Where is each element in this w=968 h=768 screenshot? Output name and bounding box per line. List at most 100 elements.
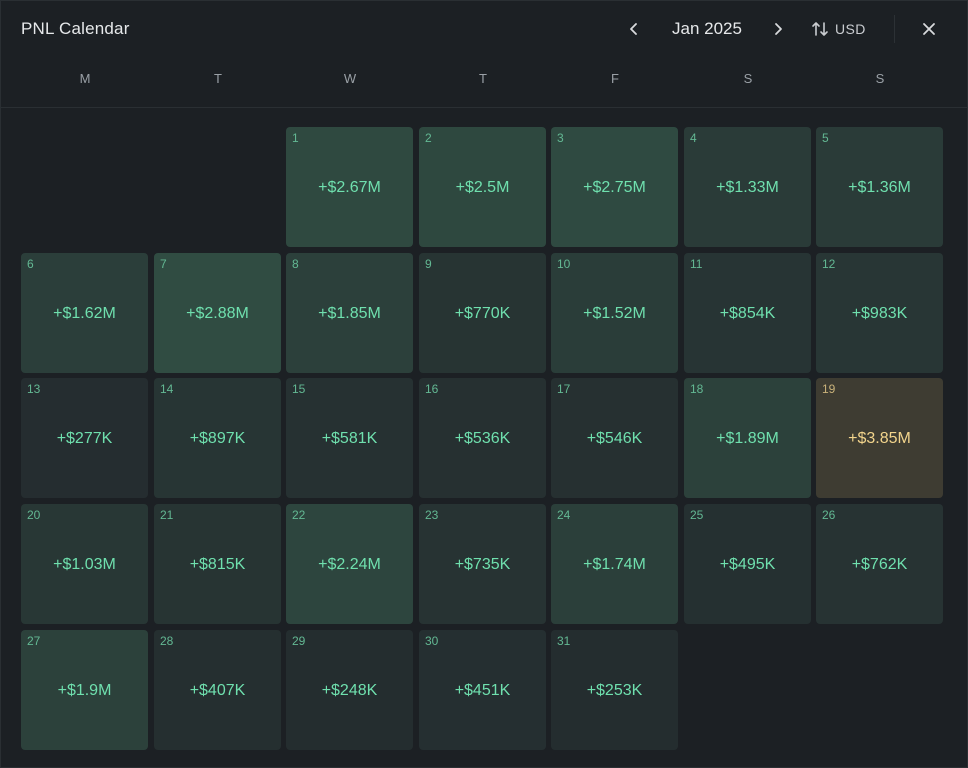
day-number: 2	[425, 131, 432, 145]
day-number: 27	[27, 634, 41, 648]
day-number: 28	[160, 634, 174, 648]
day-pnl-value: +$1.74M	[583, 556, 646, 573]
calendar-day-cell[interactable]: 12 +$983K	[816, 253, 943, 373]
day-pnl-value: +$770K	[454, 305, 511, 322]
calendar-day-cell[interactable]: 15 +$581K	[286, 378, 413, 498]
day-pnl-value: +$536K	[454, 430, 511, 447]
close-button[interactable]	[917, 17, 941, 41]
calendar-day-cell[interactable]: 29 +$248K	[286, 630, 413, 750]
calendar-day-cell[interactable]: 20 +$1.03M	[21, 504, 148, 624]
day-pnl-value: +$248K	[321, 682, 378, 699]
day-number: 11	[690, 257, 703, 271]
day-pnl-value: +$3.85M	[848, 430, 911, 447]
day-pnl-value: +$2.24M	[318, 556, 381, 573]
calendar-day-cell[interactable]: 18 +$1.89M	[684, 378, 811, 498]
calendar-day-cell[interactable]: 9 +$770K	[419, 253, 546, 373]
calendar-day-cell[interactable]: 30 +$451K	[419, 630, 546, 750]
day-number: 9	[425, 257, 432, 271]
calendar-day-cell[interactable]: 31 +$253K	[551, 630, 678, 750]
calendar-day-cell[interactable]: 27 +$1.9M	[21, 630, 148, 750]
calendar-day-cell[interactable]: 13 +$277K	[21, 378, 148, 498]
prev-month-button[interactable]	[623, 17, 645, 41]
calendar-day-cell[interactable]: 3 +$2.75M	[551, 127, 678, 247]
calendar-day-cell[interactable]: 11 +$854K	[684, 253, 811, 373]
day-number: 3	[557, 131, 564, 145]
calendar-day-cell[interactable]: 24 +$1.74M	[551, 504, 678, 624]
weekday-label: W	[343, 71, 357, 86]
chevron-left-icon	[630, 23, 637, 35]
day-number: 5	[822, 131, 829, 145]
day-pnl-value: +$762K	[851, 556, 908, 573]
weekday-label: T	[214, 71, 222, 86]
day-pnl-value: +$277K	[56, 430, 113, 447]
day-number: 19	[822, 382, 836, 396]
calendar-day-cell[interactable]: 26 +$762K	[816, 504, 943, 624]
calendar-day-cell[interactable]: 7 +$2.88M	[154, 253, 281, 373]
day-pnl-value: +$1.89M	[716, 430, 779, 447]
calendar-header: PNL Calendar Jan 2025 USD	[1, 1, 967, 57]
day-number: 17	[557, 382, 571, 396]
calendar-day-cell[interactable]: 1 +$2.67M	[286, 127, 413, 247]
current-month-label: Jan 2025	[672, 19, 742, 38]
day-number: 14	[160, 382, 174, 396]
calendar-day-cell[interactable]: 28 +$407K	[154, 630, 281, 750]
day-number: 7	[160, 257, 167, 271]
currency-label: USD	[835, 21, 866, 37]
swap-vertical-icon	[812, 22, 828, 36]
day-number: 21	[160, 508, 174, 522]
calendar-day-cell[interactable]: 17 +$546K	[551, 378, 678, 498]
calendar-day-cell[interactable]: 4 +$1.33M	[684, 127, 811, 247]
day-pnl-value: +$815K	[189, 556, 246, 573]
day-number: 1	[292, 131, 299, 145]
day-pnl-value: +$2.75M	[583, 179, 646, 196]
day-pnl-value: +$2.88M	[186, 305, 249, 322]
day-pnl-value: +$581K	[321, 430, 378, 447]
calendar-day-cell[interactable]: 6 +$1.62M	[21, 253, 148, 373]
next-month-button[interactable]	[767, 17, 789, 41]
day-pnl-value: +$2.67M	[318, 179, 381, 196]
weekday-label: S	[875, 71, 885, 86]
weekday-label: T	[479, 71, 487, 86]
calendar-day-cell[interactable]: 16 +$536K	[419, 378, 546, 498]
day-pnl-value: +$1.9M	[57, 682, 112, 699]
day-number: 6	[27, 257, 34, 271]
day-number: 20	[27, 508, 41, 522]
day-number: 12	[822, 257, 836, 271]
day-pnl-value: +$546K	[586, 430, 643, 447]
day-number: 31	[557, 634, 571, 648]
day-number: 18	[690, 382, 704, 396]
day-number: 25	[690, 508, 704, 522]
day-pnl-value: +$2.5M	[455, 179, 510, 196]
calendar-day-cell[interactable]: 2 +$2.5M	[419, 127, 546, 247]
day-pnl-value: +$897K	[189, 430, 246, 447]
day-number: 4	[690, 131, 697, 145]
chevron-right-icon	[775, 23, 782, 35]
day-pnl-value: +$735K	[454, 556, 511, 573]
day-pnl-value: +$1.85M	[318, 305, 381, 322]
calendar-day-cell[interactable]: 19 +$3.85M	[816, 378, 943, 498]
calendar-day-cell[interactable]: 10 +$1.52M	[551, 253, 678, 373]
day-number: 16	[425, 382, 439, 396]
day-number: 24	[557, 508, 571, 522]
weekday-label: M	[79, 71, 91, 86]
currency-toggle-button[interactable]: USD	[811, 17, 866, 41]
calendar-day-cell[interactable]: 14 +$897K	[154, 378, 281, 498]
calendar-day-cell[interactable]: 23 +$735K	[419, 504, 546, 624]
calendar-day-cell[interactable]: 8 +$1.85M	[286, 253, 413, 373]
day-number: 30	[425, 634, 439, 648]
day-pnl-value: +$1.62M	[53, 305, 116, 322]
day-pnl-value: +$1.33M	[716, 179, 779, 196]
calendar-day-cell[interactable]: 21 +$815K	[154, 504, 281, 624]
day-pnl-value: +$451K	[454, 682, 511, 699]
day-pnl-value: +$407K	[189, 682, 246, 699]
calendar-day-cell[interactable]: 5 +$1.36M	[816, 127, 943, 247]
weekday-label: S	[743, 71, 753, 86]
day-number: 23	[425, 508, 439, 522]
calendar-day-cell[interactable]: 25 +$495K	[684, 504, 811, 624]
day-pnl-value: +$495K	[719, 556, 776, 573]
weekday-label: F	[611, 71, 619, 86]
calendar-day-cell[interactable]: 22 +$2.24M	[286, 504, 413, 624]
day-number: 8	[292, 257, 299, 271]
